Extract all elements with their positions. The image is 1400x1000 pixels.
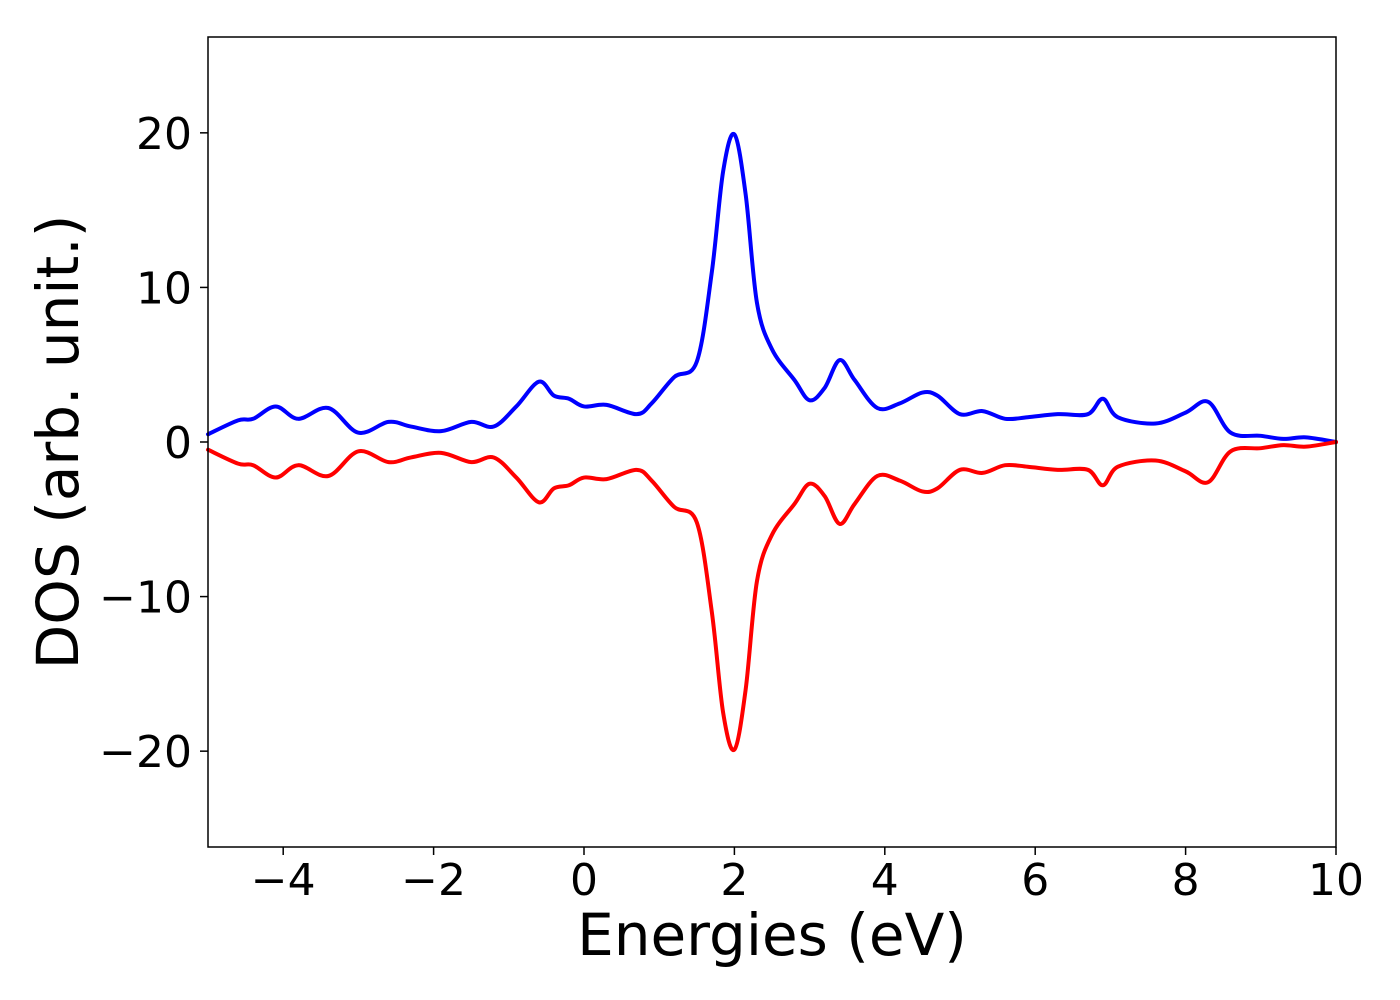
- series-line-up: [206, 131, 1338, 444]
- series-layer: [206, 131, 1338, 753]
- y-axis-title: DOS (arb. unit.): [24, 215, 92, 670]
- x-tick-label: 2: [720, 855, 748, 906]
- y-tick-label: 10: [136, 263, 192, 314]
- x-axis-ticks: −4 −2 0 2 4 6 8 10: [251, 847, 1364, 906]
- x-tick-label: −4: [251, 855, 316, 906]
- x-tick-label: 10: [1308, 855, 1364, 906]
- x-axis-title: Energies (eV): [577, 901, 967, 969]
- x-tick-label: 6: [1021, 855, 1049, 906]
- x-tick-label: 8: [1172, 855, 1200, 906]
- y-tick-label: 0: [164, 418, 192, 469]
- plot-frame: [207, 36, 1337, 848]
- series-line-down: [206, 440, 1338, 753]
- y-axis-ticks: −20 −10 0 10 20: [99, 109, 208, 778]
- x-tick-label: −2: [401, 855, 466, 906]
- x-tick-label: 4: [871, 855, 899, 906]
- y-tick-label: −10: [99, 573, 192, 624]
- x-tick-label: 0: [570, 855, 598, 906]
- y-tick-label: −20: [99, 727, 192, 778]
- y-tick-label: 20: [136, 109, 192, 160]
